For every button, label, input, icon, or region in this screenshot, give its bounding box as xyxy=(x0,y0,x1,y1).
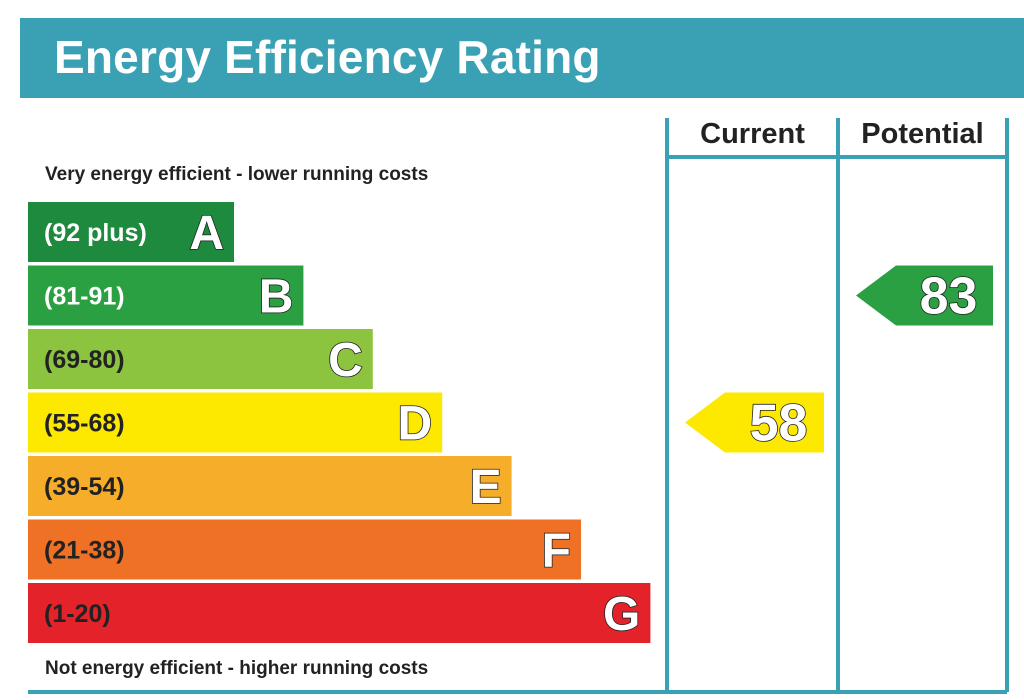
band-letter-c: C xyxy=(328,334,363,387)
band-range-a: (92 plus) xyxy=(44,219,147,247)
band-range-e: (39-54) xyxy=(44,473,125,501)
rating-arrow-potential xyxy=(856,265,993,326)
band-letter-e: E xyxy=(470,461,502,514)
bottom-note: Not energy efficient - higher running co… xyxy=(45,658,428,679)
column-header-current: Current xyxy=(700,118,805,150)
band-bar-e xyxy=(28,456,512,516)
rating-value-potential: 83 xyxy=(920,268,978,326)
band-range-c: (69-80) xyxy=(44,346,125,374)
rating-arrow-current xyxy=(685,392,824,453)
band-letter-f: F xyxy=(542,525,571,578)
band-range-g: (1-20) xyxy=(44,600,111,628)
band-letter-a: A xyxy=(189,207,224,260)
band-bar-c xyxy=(28,329,373,389)
band-range-b: (81-91) xyxy=(44,283,125,311)
rating-value-current: 58 xyxy=(750,395,808,453)
band-bar-f xyxy=(28,519,581,580)
band-bar-d xyxy=(28,392,443,453)
page-title: Energy Efficiency Rating xyxy=(54,31,601,83)
band-letter-g: G xyxy=(603,588,640,641)
band-range-f: (21-38) xyxy=(44,537,125,565)
band-bar-g xyxy=(28,583,651,643)
column-header-potential: Potential xyxy=(861,118,983,150)
band-letter-d: D xyxy=(398,398,433,451)
band-range-d: (55-68) xyxy=(44,410,125,438)
band-bar-b xyxy=(28,265,304,326)
header-banner: Energy Efficiency Rating xyxy=(20,18,1024,98)
band-letter-b: B xyxy=(259,271,294,324)
band-bar-a xyxy=(28,202,234,262)
top-note: Very energy efficient - lower running co… xyxy=(45,164,428,185)
